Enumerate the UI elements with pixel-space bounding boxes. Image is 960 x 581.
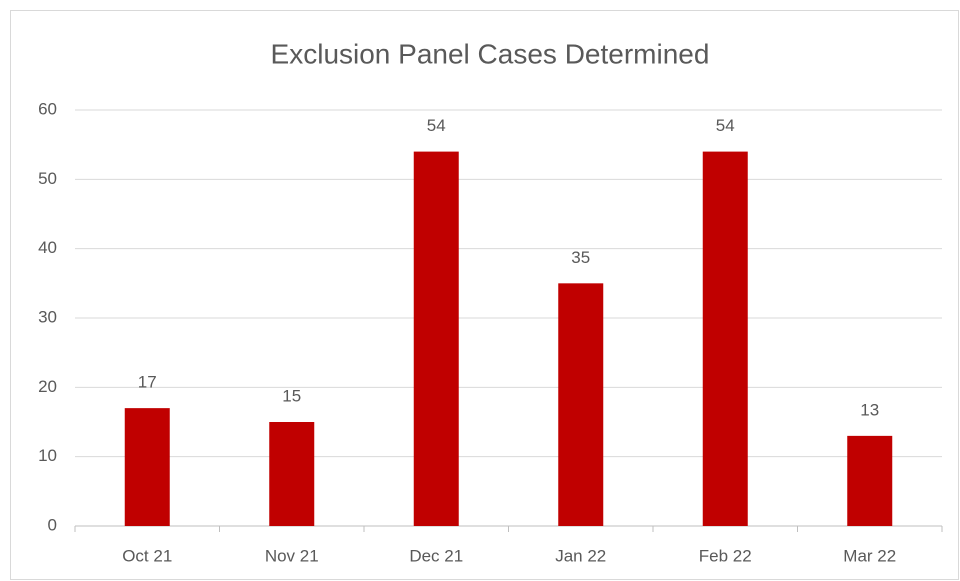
bar: [702, 151, 748, 526]
bar: [413, 151, 459, 526]
y-tick-label: 60: [38, 99, 57, 118]
y-tick-label: 30: [38, 307, 57, 326]
x-tick-label: Mar 22: [843, 546, 896, 565]
y-tick-label: 50: [38, 169, 57, 188]
y-tick-label: 40: [38, 238, 57, 257]
y-tick-label: 10: [38, 446, 57, 465]
bar: [847, 435, 893, 526]
x-tick-label: Dec 21: [409, 546, 463, 565]
x-tick-label: Oct 21: [122, 546, 172, 565]
data-label: 54: [716, 116, 735, 135]
x-tick-label: Jan 22: [555, 546, 606, 565]
y-tick-label: 0: [48, 515, 57, 534]
data-label: 17: [138, 373, 157, 392]
data-label: 35: [571, 248, 590, 267]
bar: [558, 283, 604, 526]
x-tick-label: Feb 22: [699, 546, 752, 565]
y-tick-label: 20: [38, 377, 57, 396]
data-label: 54: [427, 116, 446, 135]
x-tick-label: Nov 21: [265, 546, 319, 565]
chart-title: Exclusion Panel Cases Determined: [271, 38, 710, 69]
data-label: 15: [282, 386, 301, 405]
bar: [124, 408, 170, 526]
bar: [269, 422, 315, 526]
data-label: 13: [860, 400, 879, 419]
